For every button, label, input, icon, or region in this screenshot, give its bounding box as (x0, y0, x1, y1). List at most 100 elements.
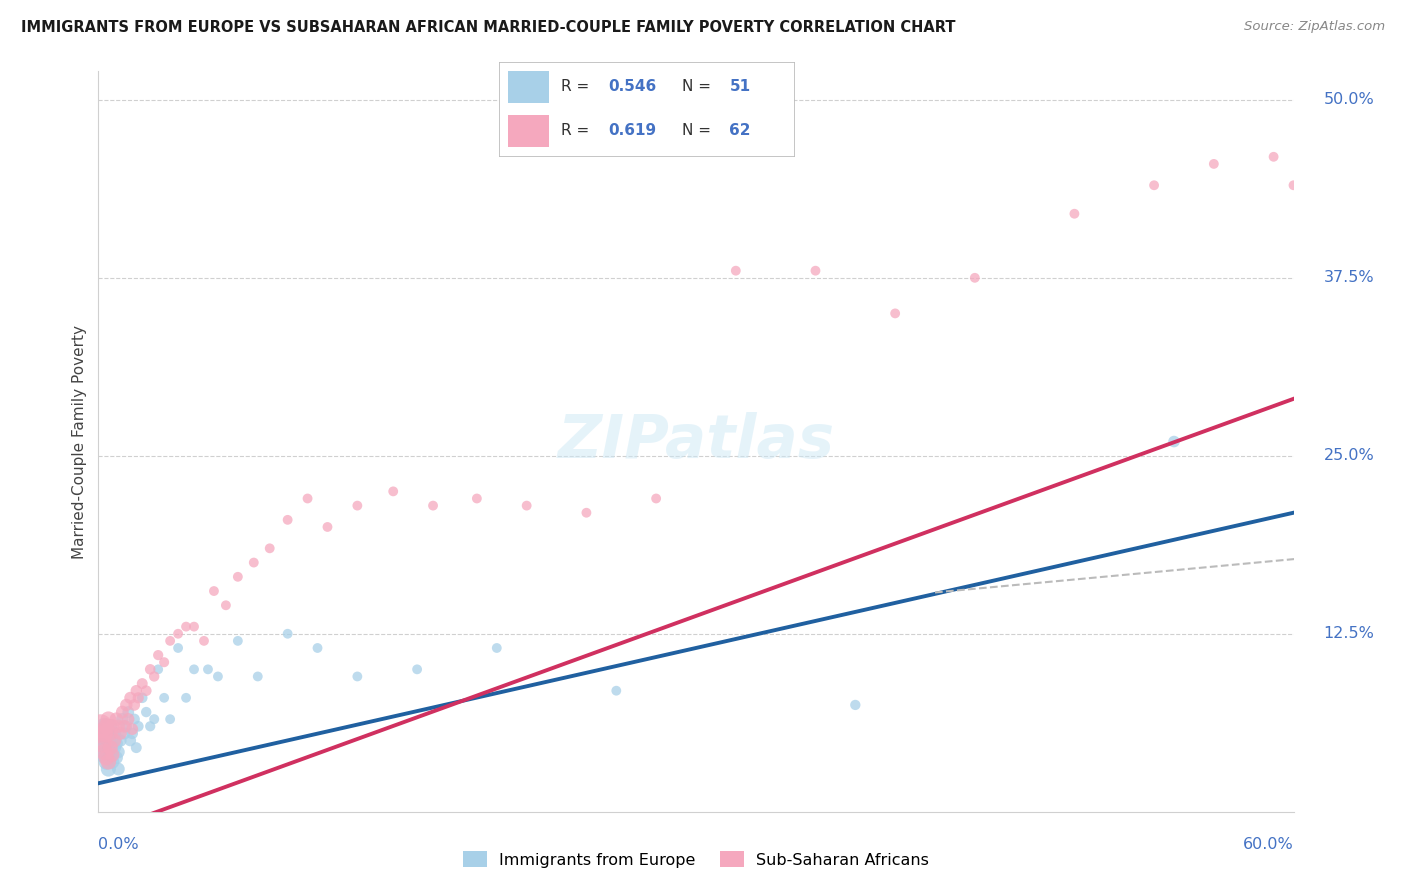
Point (183, 619, 205, 633)
Text: ZIPatlas: ZIPatlas (557, 412, 835, 471)
Point (124, 698, 146, 712)
Point (112, 726, 135, 740)
Point (226, 633, 249, 648)
Point (139, 719, 162, 733)
Point (422, 499, 444, 513)
Point (121, 722, 143, 736)
Point (167, 640, 190, 655)
Point (96, 755, 118, 769)
Point (135, 705, 157, 719)
Point (91, 736, 114, 750)
Point (159, 712, 181, 726)
Point (93, 719, 115, 733)
Point (124, 712, 146, 726)
Point (115, 698, 138, 712)
Point (1163, 434, 1185, 449)
Point (215, 599, 238, 613)
Text: R =: R = (561, 79, 595, 95)
Point (167, 626, 190, 640)
Text: 25.0%: 25.0% (1323, 449, 1374, 463)
Point (103, 740, 125, 755)
Point (159, 633, 181, 648)
Point (346, 669, 368, 683)
Point (575, 506, 598, 520)
Point (121, 726, 143, 740)
Point (197, 662, 219, 676)
Point (844, 698, 866, 712)
Point (110, 726, 132, 740)
Text: IMMIGRANTS FROM EUROPE VS SUBSAHARAN AFRICAN MARRIED-COUPLE FAMILY POVERTY CORRE: IMMIGRANTS FROM EUROPE VS SUBSAHARAN AFR… (21, 20, 956, 35)
Point (148, 648, 170, 662)
Point (135, 683, 157, 698)
Point (120, 733, 142, 747)
Point (96, 719, 118, 733)
Point (346, 499, 368, 513)
Point (724, 263, 747, 277)
Point (246, 669, 269, 683)
Text: N =: N = (682, 123, 716, 138)
Point (277, 626, 299, 640)
Point (111, 712, 134, 726)
Point (111, 705, 134, 719)
Legend: Immigrants from Europe, Sub-Saharan Africans: Immigrants from Europe, Sub-Saharan Afri… (456, 845, 936, 874)
Point (1202, 157, 1225, 171)
Point (143, 669, 166, 683)
Point (143, 712, 166, 726)
Point (131, 676, 153, 690)
Point (316, 520, 339, 534)
FancyBboxPatch shape (508, 70, 550, 103)
Point (103, 726, 125, 740)
Text: 12.5%: 12.5% (1323, 626, 1374, 641)
Point (183, 662, 205, 676)
Text: Source: ZipAtlas.com: Source: ZipAtlas.com (1244, 20, 1385, 33)
Point (89, 719, 111, 733)
Point (804, 263, 827, 277)
Text: 51: 51 (730, 79, 751, 95)
Point (91, 733, 114, 747)
Point (101, 747, 124, 762)
Point (605, 683, 627, 698)
Point (131, 690, 153, 705)
Point (96, 750, 118, 764)
Point (93, 747, 115, 762)
Point (243, 556, 266, 570)
Point (98, 747, 122, 762)
Point (97, 712, 120, 726)
Point (963, 270, 986, 285)
Point (98, 740, 122, 755)
Point (207, 669, 229, 683)
Text: 37.5%: 37.5% (1323, 270, 1374, 285)
Point (107, 719, 129, 733)
Point (96, 726, 118, 740)
Point (297, 491, 319, 506)
Point (465, 491, 488, 506)
Point (120, 690, 142, 705)
Point (153, 690, 176, 705)
Point (107, 745, 129, 759)
Point (884, 306, 907, 320)
Text: 50.0%: 50.0% (1323, 93, 1374, 107)
Point (89, 726, 111, 740)
Point (93, 726, 115, 740)
Point (259, 541, 281, 556)
Point (193, 633, 215, 648)
Point (107, 762, 129, 776)
Point (174, 619, 197, 633)
Point (127, 690, 149, 705)
Point (174, 690, 197, 705)
Text: 62: 62 (730, 123, 751, 138)
Point (91, 740, 114, 755)
Point (226, 570, 249, 584)
Point (98, 719, 122, 733)
Point (105, 712, 128, 726)
Point (1143, 178, 1166, 193)
Point (127, 719, 149, 733)
Point (97, 755, 120, 769)
Point (645, 491, 668, 506)
Point (93, 745, 115, 759)
Point (98, 726, 122, 740)
Point (125, 683, 148, 698)
Point (516, 499, 538, 513)
Point (277, 513, 299, 527)
Text: 0.546: 0.546 (609, 79, 657, 95)
